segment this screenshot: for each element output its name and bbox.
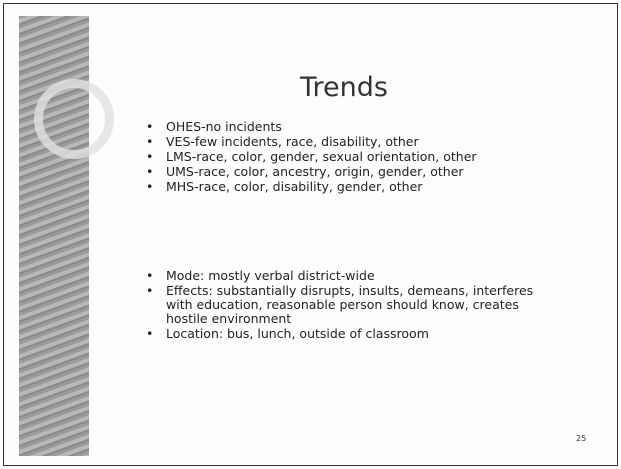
slide-title: Trends: [164, 72, 524, 103]
bullet-item: Effects: substantially disrupts, insults…: [144, 284, 544, 326]
slide: Trends OHES-no incidentsVES-few incident…: [3, 3, 618, 466]
bullet-list: Mode: mostly verbal district-wideEffects…: [144, 269, 544, 342]
bullet-item: MHS-race, color, disability, gender, oth…: [144, 180, 544, 194]
bullet-item: Location: bus, lunch, outside of classro…: [144, 327, 544, 341]
decorative-ring: [34, 79, 114, 159]
page-number: 25: [576, 434, 586, 443]
bullet-item: Mode: mostly verbal district-wide: [144, 269, 544, 283]
bullet-item: VES-few incidents, race, disability, oth…: [144, 135, 544, 149]
page: Trends OHES-no incidentsVES-few incident…: [0, 0, 621, 469]
bullet-item: OHES-no incidents: [144, 120, 544, 134]
bullet-item: LMS-race, color, gender, sexual orientat…: [144, 150, 544, 164]
bullet-list: OHES-no incidentsVES-few incidents, race…: [144, 120, 544, 195]
bullet-item: UMS-race, color, ancestry, origin, gende…: [144, 165, 544, 179]
